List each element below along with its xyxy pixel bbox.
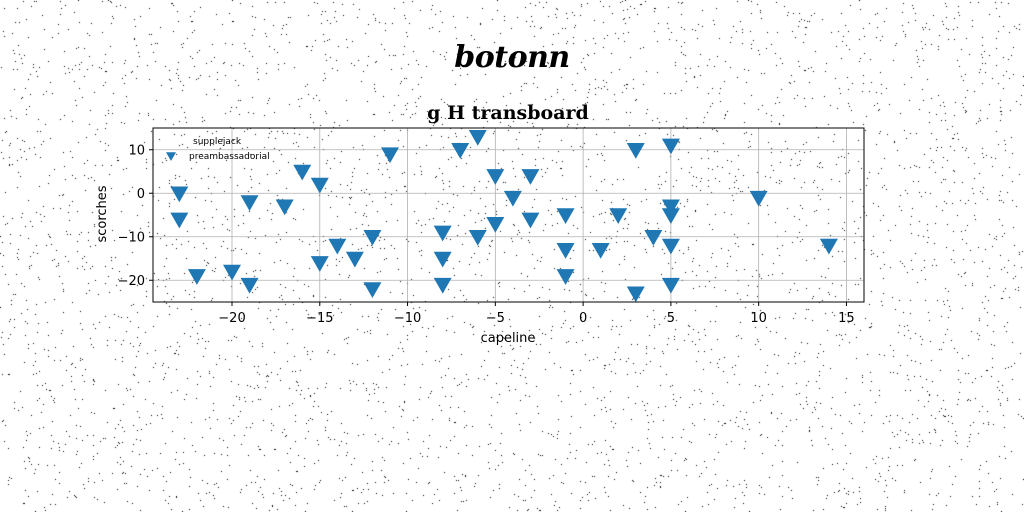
x-tick-label: 5 — [667, 311, 675, 326]
data-point — [661, 208, 680, 224]
data-point — [328, 238, 347, 255]
legend-entry-label: supplejack — [193, 137, 242, 147]
data-point — [310, 177, 329, 194]
data-point — [486, 169, 505, 185]
data-point — [556, 208, 575, 224]
data-point — [345, 251, 364, 268]
data-point — [661, 138, 680, 155]
data-point — [433, 251, 452, 268]
data-point — [556, 269, 575, 285]
data-point — [223, 264, 241, 281]
figure-suptitle: botonn — [454, 40, 570, 75]
data-point — [363, 282, 382, 298]
data-point — [433, 277, 452, 294]
data-point — [240, 195, 259, 211]
data-point — [363, 230, 382, 246]
data-point — [556, 243, 575, 259]
data-point — [187, 269, 206, 285]
legend-marker — [166, 152, 176, 161]
x-tick-label: −5 — [486, 311, 505, 326]
data-points — [170, 129, 838, 303]
legend: supplejack preambassadorial — [166, 137, 270, 162]
data-point — [609, 208, 628, 224]
data-point — [503, 190, 522, 207]
data-point — [644, 230, 663, 246]
data-point — [451, 143, 470, 159]
data-point — [486, 216, 505, 233]
x-tick-label: 0 — [579, 311, 587, 326]
data-point — [275, 199, 294, 216]
data-point — [661, 238, 680, 255]
x-tick-label: −10 — [394, 311, 421, 326]
plot-frame — [152, 127, 865, 303]
data-point — [521, 212, 540, 229]
axis-ticks: −20 −15 −10 −5 0 5 10 15 −20 −10 0 10 — [118, 143, 855, 326]
data-point — [468, 129, 487, 146]
y-tick-label: −20 — [118, 274, 145, 289]
y-axis-label: scorches — [95, 185, 110, 242]
data-point — [819, 238, 838, 255]
x-axis-label: capeline — [481, 331, 536, 346]
data-point — [170, 212, 189, 229]
data-point — [240, 277, 259, 294]
y-tick-label: 10 — [128, 143, 145, 158]
chart-title: g H transboard — [427, 102, 589, 124]
data-point — [521, 169, 540, 185]
x-tick-label: −15 — [306, 311, 333, 326]
y-tick-label: 0 — [137, 187, 145, 202]
data-point — [293, 164, 312, 181]
data-point — [310, 256, 329, 272]
data-point — [626, 143, 645, 159]
x-tick-label: 10 — [750, 311, 767, 326]
data-point — [749, 190, 768, 207]
y-tick-label: −10 — [118, 230, 145, 245]
x-tick-label: −20 — [218, 311, 245, 326]
data-point — [661, 277, 680, 294]
data-point — [433, 225, 452, 242]
data-point — [661, 199, 680, 216]
data-point — [381, 147, 399, 164]
x-tick-label: 15 — [838, 311, 855, 326]
data-point — [468, 230, 487, 246]
data-point — [170, 186, 189, 203]
data-point — [591, 243, 610, 259]
data-point — [626, 286, 645, 303]
legend-entry-label: preambassadorial — [189, 152, 270, 162]
